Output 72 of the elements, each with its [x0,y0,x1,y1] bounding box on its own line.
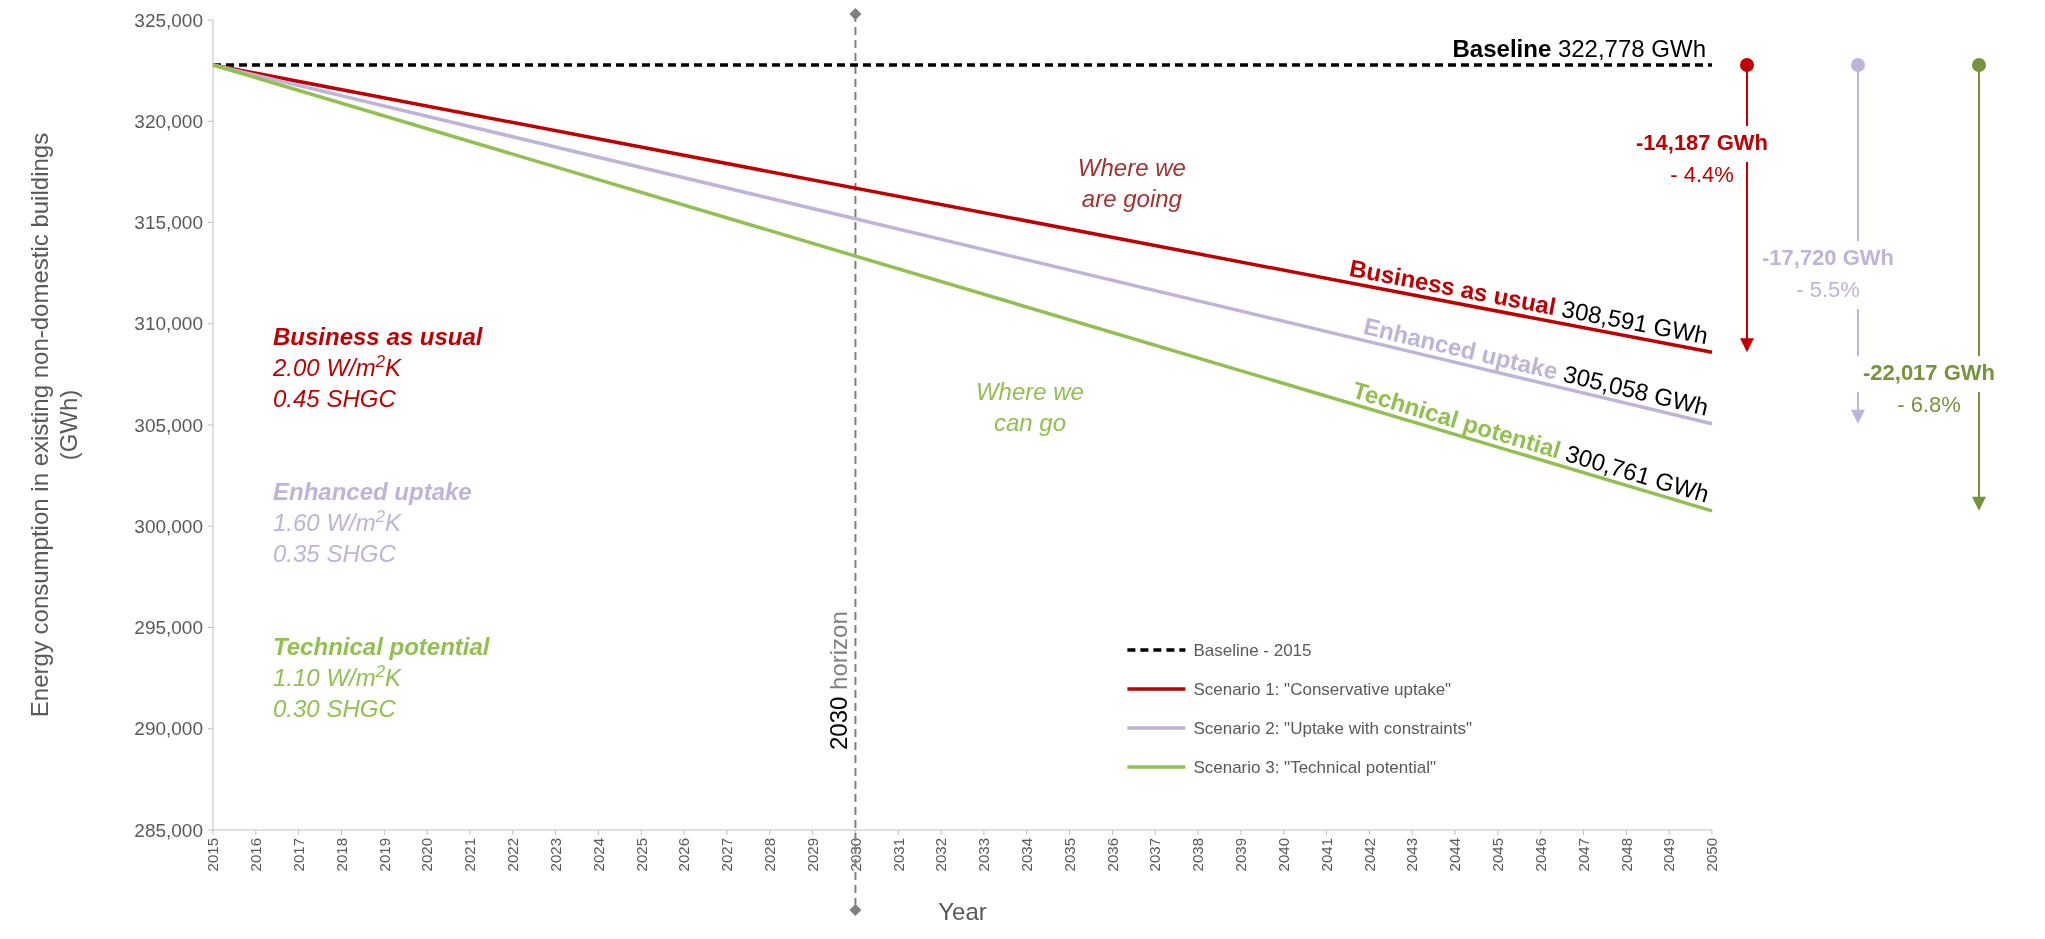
y-tick-label: 305,000 [134,414,203,436]
x-tick-label: 2021 [461,838,479,872]
annotation: 0.35 SHGC [273,540,397,567]
annotation: 2.00 W/m$^{2}$K [272,351,403,381]
x-tick-label: 2025 [632,838,650,872]
x-tick-label: 2037 [1146,838,1164,872]
x-tick-label: 2028 [761,838,779,872]
x-tick-label: 2044 [1446,838,1464,872]
y-tick-label: 310,000 [134,313,203,335]
x-tick-label: 2036 [1103,838,1121,872]
x-tick-label: 2026 [675,838,693,872]
x-tick-label: 2023 [546,838,564,872]
x-tick-label: 2029 [803,838,821,872]
x-tick-label: 2022 [504,838,522,872]
annotation: Where we are going [1077,154,1186,213]
x-tick-label: 2042 [1360,838,1378,872]
y-tick-label: 295,000 [134,617,203,639]
x-tick-label: 2049 [1660,838,1678,872]
legend-label: Baseline - 2015 [1193,640,1312,660]
x-tick-label: 2039 [1232,838,1250,872]
x-tick-label: 2048 [1617,838,1635,872]
x-tick-label: 2020 [418,838,436,872]
x-tick-label: 2031 [889,838,907,872]
x-tick-label: 2019 [375,838,393,872]
y-axis-title: Energy consumption in existing non-domestic buildings (GWh) [26,132,82,718]
x-tick-label: 2016 [247,838,265,872]
y-tick-label: 290,000 [134,718,203,740]
x-tick-label: 2047 [1574,838,1592,872]
text: -22,017 GWh [1862,360,1996,385]
annotation: 1.60 W/m$^{2}$K [273,506,403,536]
x-tick-label: 2043 [1403,838,1421,872]
text: - 6.8% [1897,392,1961,417]
annotation: Business as usual [273,323,484,350]
legend-label: Scenario 3: "Technical potential" [1193,757,1437,777]
legend-label: Scenario 2: "Uptake with constraints" [1193,718,1472,738]
y-tick-label: 325,000 [134,9,203,31]
y-tick-label: 320,000 [134,110,203,132]
x-tick-label: 2045 [1489,838,1507,872]
x-tick-label: 2050 [1703,838,1721,872]
annotation: 0.30 SHGC [273,695,397,722]
x-tick-label: 2038 [1189,838,1207,872]
x-tick-label: 2041 [1317,838,1335,872]
text: -17,720 GWh [1761,245,1895,270]
annotation: Where we can go [975,378,1084,437]
annotation: 1.10 W/m$^{2}$K [273,661,403,691]
y-tick-label: 285,000 [134,819,203,841]
annotation: 308,591 GWh [1559,294,1711,350]
x-tick-label: 2046 [1531,838,1549,872]
y-tick-label: 300,000 [134,515,203,537]
annotation: Technical potential [273,633,491,660]
ref-line-label: 2030 horizon [825,611,853,750]
x-tick-label: 2017 [289,838,307,872]
legend-label: Scenario 1: "Conservative uptake" [1193,679,1452,699]
x-tick-label: 2015 [204,838,222,872]
x-tick-label: 2018 [332,838,350,872]
x-tick-label: 2035 [1060,838,1078,872]
annotation: 0.45 SHGC [273,385,397,412]
annotation: Baseline [1452,35,1552,62]
x-tick-label: 2033 [975,838,993,872]
text: - 5.5% [1796,277,1860,302]
annotation: 305,058 GWh [1560,359,1712,421]
annotation: -14,187 GWh [1635,130,1769,155]
x-tick-label: 2032 [932,838,950,872]
annotation: Enhanced uptake [273,478,472,505]
y-tick-label: 315,000 [134,212,203,234]
x-axis-title: Year [938,898,987,925]
annotation: - 4.4% [1670,162,1734,187]
x-tick-label: 2040 [1274,838,1292,872]
x-tick-label: 2027 [718,838,736,872]
x-tick-label: 2024 [589,838,607,872]
x-tick-label: 2034 [1017,838,1035,872]
annotation: 322,778 GWh [1551,35,1706,62]
